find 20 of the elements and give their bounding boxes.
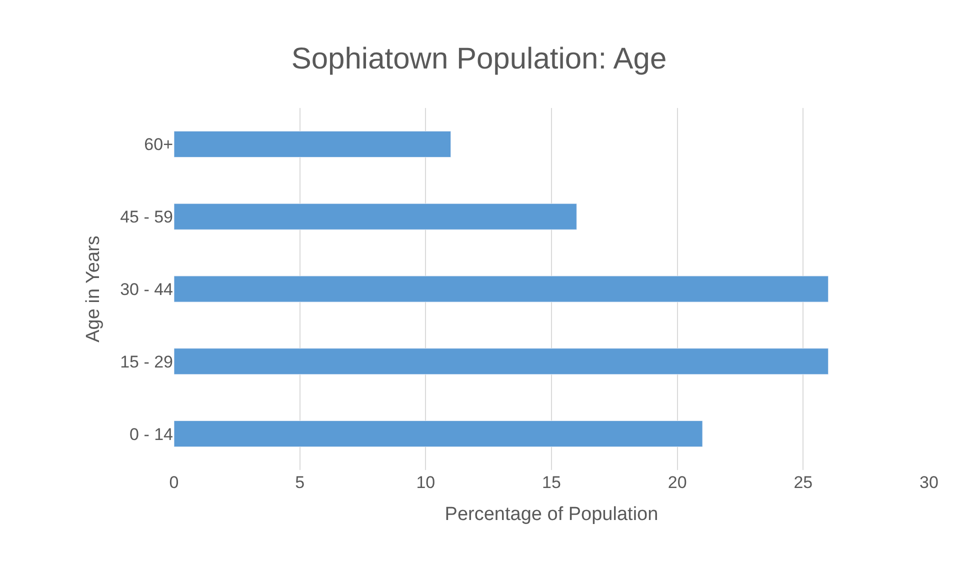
x-tick-label: 15 xyxy=(542,473,561,492)
x-axis-title: Percentage of Population xyxy=(444,504,658,525)
x-tick-label: 20 xyxy=(668,473,687,492)
chart-title: Sophiatown Population: Age xyxy=(291,42,667,76)
bar xyxy=(174,203,577,230)
x-tick-label: 30 xyxy=(920,473,938,492)
x-tick-label: 25 xyxy=(794,473,813,492)
y-axis-title: Age in Years xyxy=(82,236,104,342)
y-tick-label: 15 - 29 xyxy=(120,352,173,372)
y-tick-label: 30 - 44 xyxy=(120,280,173,299)
x-tick-label: 10 xyxy=(416,473,436,492)
bar xyxy=(174,130,452,158)
y-tick-label: 0 - 14 xyxy=(130,424,173,444)
bar xyxy=(174,420,703,448)
x-tick-label: 5 xyxy=(295,473,305,492)
y-tick-label: 45 - 59 xyxy=(120,208,173,227)
y-tick-label: 60+ xyxy=(144,135,174,154)
x-tick-label: 0 xyxy=(169,473,179,492)
bar xyxy=(174,276,829,302)
bar xyxy=(174,348,829,375)
